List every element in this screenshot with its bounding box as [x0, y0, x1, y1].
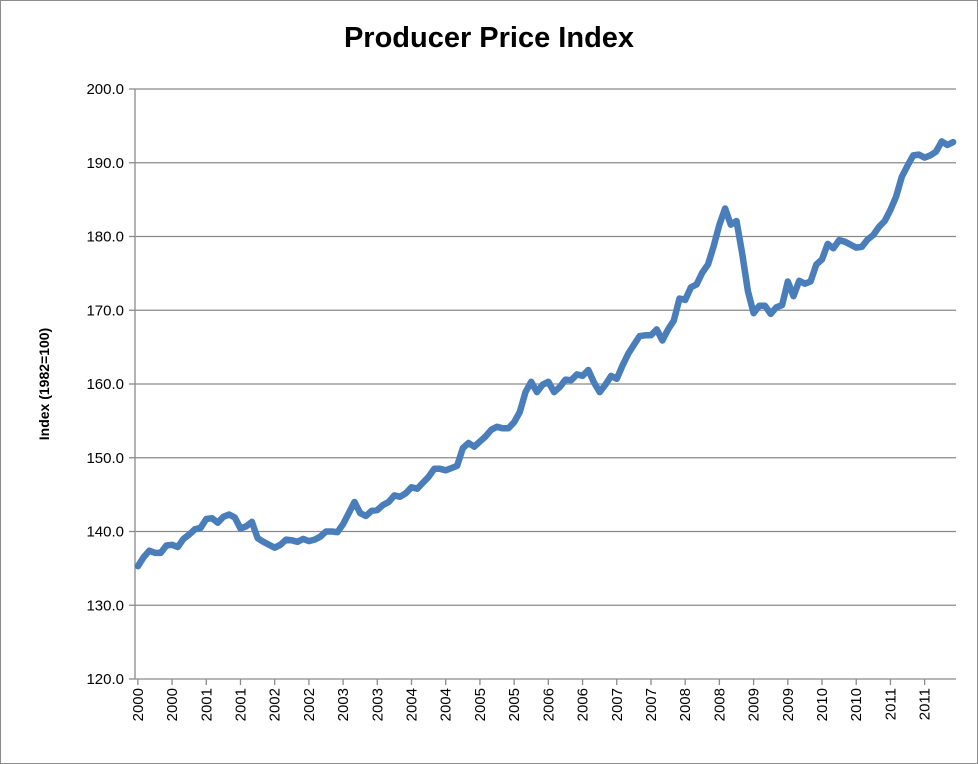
x-tick-label: 2007 — [609, 688, 626, 721]
gridlines — [135, 88, 956, 606]
chart-title: Producer Price Index — [343, 22, 635, 54]
x-tick-label: 2006 — [540, 688, 557, 721]
x-tick-label: 2000 — [164, 688, 181, 721]
x-tick-label: 2006 — [575, 688, 592, 721]
x-tick-label: 2002 — [267, 688, 284, 721]
y-tick-labels: 120.0 130.0 140.0 150.0 160.0 170.0 180.0 190.0… — [86, 81, 124, 688]
x-tick-label: 2008 — [677, 688, 694, 721]
y-tick-label: 180.0 — [86, 229, 124, 246]
x-tick-label: 2011 — [917, 688, 934, 720]
y-tick-label: 140.0 — [86, 524, 124, 541]
y-tick-label: 120.0 — [86, 671, 124, 688]
y-tick-label: 130.0 — [86, 597, 124, 614]
x-tick-label: 2002 — [301, 688, 318, 721]
x-tick-label: 2008 — [711, 688, 728, 721]
y-tick-label: 190.0 — [86, 155, 124, 172]
x-tick-labels: 2000 2000 2001 2001 2002 2002 2003 2003 2004 2004… — [130, 688, 934, 721]
y-tick-label: 160.0 — [86, 376, 124, 393]
x-tick-label: 2010 — [848, 688, 865, 721]
axes — [129, 88, 956, 685]
series-layer — [134, 138, 957, 570]
x-tick-label: 2001 — [198, 688, 215, 721]
x-tick-label: 2004 — [438, 688, 455, 721]
y-tick-label: 150.0 — [86, 450, 124, 467]
x-tick-label: 2005 — [506, 688, 523, 721]
x-tick-label: 2007 — [643, 688, 660, 721]
x-tick-label: 2011 — [882, 688, 899, 720]
x-tick-label: 2003 — [335, 688, 352, 721]
y-tick-label: 200.0 — [86, 81, 124, 98]
y-tick-label: 170.0 — [86, 302, 124, 319]
x-tick-label: 2003 — [369, 688, 386, 721]
x-tick-label: 2009 — [746, 688, 763, 721]
x-tick-label: 2000 — [130, 688, 147, 721]
x-tick-label: 2001 — [233, 688, 250, 721]
x-tick-label: 2009 — [780, 688, 797, 721]
x-tick-label: 2005 — [472, 688, 489, 721]
x-tick-label: 2010 — [814, 688, 831, 721]
series-line — [134, 138, 957, 570]
x-tick-label: 2004 — [404, 688, 421, 721]
